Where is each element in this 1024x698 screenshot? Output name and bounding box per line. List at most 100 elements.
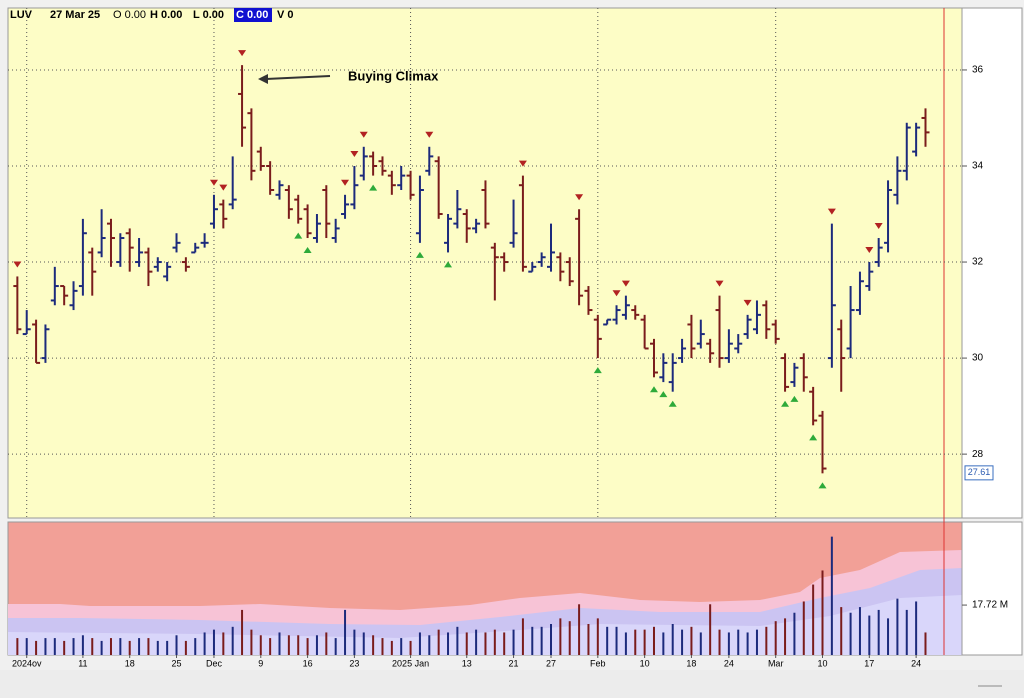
volume-bar bbox=[222, 632, 225, 655]
volume-bar bbox=[774, 621, 777, 655]
annotation: Buying Climax bbox=[348, 68, 439, 83]
volume-bar bbox=[81, 635, 84, 655]
volume-bar bbox=[587, 624, 590, 655]
volume-bar bbox=[437, 629, 440, 655]
x-tick-label: 21 bbox=[509, 658, 519, 668]
volume-bar bbox=[418, 632, 421, 655]
volume-bar bbox=[887, 618, 890, 655]
sell-signal bbox=[715, 280, 724, 287]
volume-bar bbox=[184, 640, 187, 655]
buy-signal bbox=[659, 391, 668, 398]
volume-bar bbox=[503, 632, 506, 655]
volume-bar bbox=[109, 638, 112, 655]
volume-bar bbox=[512, 629, 515, 655]
status-bar bbox=[0, 670, 1024, 698]
volume-bar bbox=[409, 640, 412, 655]
x-tick-label: 13 bbox=[462, 658, 472, 668]
volume-bar bbox=[765, 626, 768, 655]
volume-bar bbox=[241, 609, 244, 655]
volume-bar bbox=[400, 638, 403, 655]
x-tick-label: Mar bbox=[768, 658, 784, 668]
x-tick-label: Dec bbox=[206, 658, 223, 668]
volume-bar bbox=[334, 638, 337, 655]
sell-signal bbox=[238, 50, 247, 57]
x-tick-label: 9 bbox=[258, 658, 263, 668]
buy-signal bbox=[593, 367, 602, 374]
y-tick-label: 32 bbox=[972, 257, 984, 268]
volume-bar bbox=[484, 632, 487, 655]
volume-bar bbox=[166, 640, 169, 655]
volume-bar bbox=[821, 570, 824, 655]
volume-bar bbox=[16, 638, 19, 655]
volume-bar bbox=[250, 629, 253, 655]
symbol: LUV bbox=[10, 9, 33, 21]
volume-bar bbox=[671, 624, 674, 655]
volume-bar bbox=[718, 629, 721, 655]
sell-signal bbox=[209, 179, 218, 186]
x-tick-label: Feb bbox=[590, 658, 606, 668]
volume-bar bbox=[521, 618, 524, 655]
annotation-arrow bbox=[265, 75, 331, 80]
header-volume: V 0 bbox=[277, 9, 294, 21]
y-tick-label: 34 bbox=[972, 161, 984, 172]
volume-bar bbox=[858, 607, 861, 655]
volume-bar bbox=[840, 607, 843, 655]
volume-bar bbox=[830, 536, 833, 655]
volume-bar bbox=[35, 640, 38, 655]
volume-bar bbox=[727, 632, 730, 655]
volume-bar bbox=[362, 632, 365, 655]
buy-signal bbox=[369, 184, 378, 191]
volume-bar bbox=[849, 612, 852, 655]
buy-signal bbox=[415, 251, 424, 258]
sell-signal bbox=[621, 280, 630, 287]
volume-bar bbox=[119, 638, 122, 655]
buy-signal bbox=[818, 482, 827, 489]
volume-bar bbox=[381, 638, 384, 655]
volume-axis-panel bbox=[961, 521, 1023, 656]
volume-bar bbox=[91, 638, 94, 655]
y-tick-label: 30 bbox=[972, 353, 984, 364]
sell-signal bbox=[425, 131, 434, 138]
x-tick-label: 11 bbox=[78, 658, 87, 668]
x-tick-label: 25 bbox=[172, 658, 182, 668]
sell-signal bbox=[350, 150, 359, 157]
volume-bar bbox=[315, 635, 318, 655]
volume-bar bbox=[278, 632, 281, 655]
x-tick-label: 2024ov bbox=[12, 658, 42, 668]
sell-signal bbox=[13, 261, 22, 268]
volume-bar bbox=[269, 638, 272, 655]
volume-bar bbox=[784, 618, 787, 655]
volume-bar bbox=[737, 629, 740, 655]
x-tick-label: 27 bbox=[546, 658, 556, 668]
buy-signal bbox=[294, 232, 303, 239]
buy-signal bbox=[790, 395, 799, 402]
buy-signal bbox=[303, 247, 312, 254]
volume-bar bbox=[652, 626, 655, 655]
sell-signal bbox=[518, 160, 527, 167]
x-tick-label: 10 bbox=[640, 658, 650, 668]
volume-bar bbox=[868, 615, 871, 655]
x-tick-label: 24 bbox=[724, 658, 734, 668]
x-tick-label: 10 bbox=[817, 658, 827, 668]
sell-signal bbox=[575, 194, 584, 201]
volume-bar bbox=[231, 626, 234, 655]
header-close: C 0.00 bbox=[236, 9, 268, 21]
sell-signal bbox=[743, 299, 752, 306]
buy-signal bbox=[781, 400, 790, 407]
volume-bar bbox=[905, 609, 908, 655]
price-axis-panel bbox=[961, 7, 1023, 519]
volume-bar bbox=[156, 640, 159, 655]
volume-bar bbox=[578, 604, 581, 655]
volume-bar bbox=[344, 609, 347, 655]
buy-signal bbox=[444, 261, 453, 268]
sell-signal bbox=[341, 179, 350, 186]
header-open: O 0.00 bbox=[113, 9, 146, 21]
volume-bar bbox=[72, 638, 75, 655]
volume-bar bbox=[297, 635, 300, 655]
x-tick-label: 18 bbox=[125, 658, 135, 668]
sell-signal bbox=[827, 208, 836, 215]
header-date: 27 Mar 25 bbox=[50, 9, 100, 21]
header-low: L 0.00 bbox=[193, 9, 224, 21]
volume-bar bbox=[456, 626, 459, 655]
